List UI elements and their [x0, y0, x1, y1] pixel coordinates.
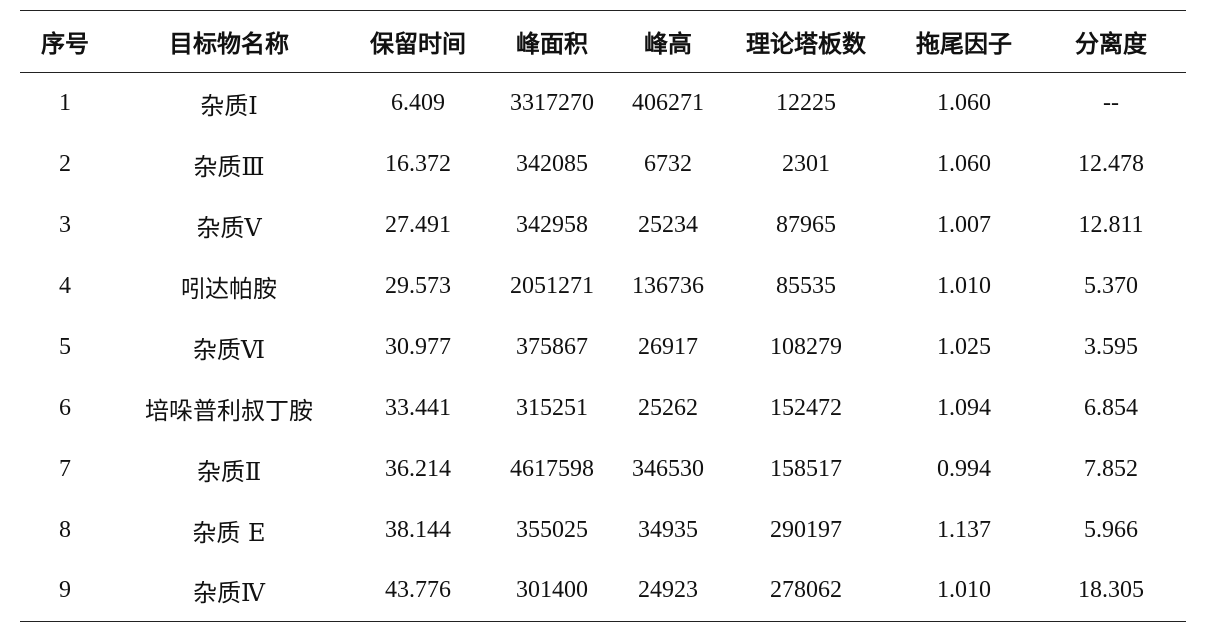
cell-target-name: 杂质Ⅲ	[193, 152, 265, 181]
table-row: 8 杂质 E 38.144 355025 34935 290197 1.137 …	[20, 500, 1186, 561]
cell-resolution: --	[1103, 89, 1119, 116]
cell-index: 9	[59, 577, 71, 604]
cell-peak-height: 406271	[632, 89, 704, 116]
cell-index: 8	[59, 516, 71, 543]
cell-theoretical-plates: 152472	[770, 394, 842, 421]
cell-peak-height: 25234	[638, 211, 698, 238]
cell-theoretical-plates: 12225	[776, 89, 836, 116]
cell-theoretical-plates: 278062	[770, 577, 842, 604]
cell-resolution: 12.478	[1078, 150, 1144, 177]
cell-resolution: 3.595	[1084, 333, 1138, 360]
cell-resolution: 7.852	[1084, 455, 1138, 482]
cell-target-name: 杂质Ⅰ	[200, 91, 258, 120]
cell-retention-time: 43.776	[385, 577, 451, 604]
cell-tailing-factor: 1.025	[937, 333, 991, 360]
cell-peak-area: 4617598	[510, 455, 594, 482]
cell-resolution: 6.854	[1084, 394, 1138, 421]
header-resolution: 分离度	[1075, 30, 1147, 58]
cell-peak-area: 342085	[516, 150, 588, 177]
table-row: 5 杂质Ⅵ 30.977 375867 26917 108279 1.025 3…	[20, 317, 1186, 378]
table-row: 4 吲达帕胺 29.573 2051271 136736 85535 1.010…	[20, 256, 1186, 317]
header-retention-time: 保留时间	[370, 30, 466, 58]
results-table-container: 序号 目标物名称 保留时间 峰面积 峰高 理论塔板数 拖尾因子 分离度 1 杂质…	[20, 10, 1186, 622]
cell-peak-area: 375867	[516, 333, 588, 360]
cell-tailing-factor: 1.094	[937, 394, 991, 421]
cell-tailing-factor: 1.060	[937, 150, 991, 177]
cell-resolution: 18.305	[1078, 577, 1144, 604]
cell-target-name: 杂质Ⅳ	[193, 579, 265, 608]
cell-peak-height: 34935	[638, 516, 698, 543]
cell-resolution: 5.370	[1084, 272, 1138, 299]
cell-target-name: 杂质 E	[192, 518, 266, 547]
cell-target-name: 吲达帕胺	[181, 274, 277, 303]
cell-peak-height: 346530	[632, 455, 704, 482]
cell-index: 6	[59, 394, 71, 421]
table-row: 1 杂质Ⅰ 6.409 3317270 406271 12225 1.060 -…	[20, 73, 1186, 134]
cell-target-name: 杂质Ⅱ	[196, 457, 262, 486]
cell-resolution: 12.811	[1078, 211, 1144, 238]
cell-target-name: 杂质Ⅴ	[196, 213, 262, 242]
cell-index: 4	[59, 272, 71, 299]
cell-target-name: 杂质Ⅵ	[192, 335, 266, 364]
results-table: 序号 目标物名称 保留时间 峰面积 峰高 理论塔板数 拖尾因子 分离度 1 杂质…	[20, 10, 1186, 622]
table-header-row: 序号 目标物名称 保留时间 峰面积 峰高 理论塔板数 拖尾因子 分离度	[20, 10, 1186, 73]
cell-retention-time: 16.372	[385, 150, 451, 177]
cell-peak-area: 301400	[516, 577, 588, 604]
cell-peak-height: 25262	[638, 394, 698, 421]
cell-tailing-factor: 1.010	[937, 272, 991, 299]
cell-peak-area: 315251	[516, 394, 588, 421]
header-tailing-factor: 拖尾因子	[916, 30, 1012, 58]
cell-retention-time: 30.977	[385, 333, 451, 360]
cell-tailing-factor: 1.007	[937, 211, 991, 238]
cell-retention-time: 36.214	[385, 455, 451, 482]
header-theoretical-plates: 理论塔板数	[746, 30, 866, 58]
cell-peak-area: 2051271	[510, 272, 594, 299]
table-row: 9 杂质Ⅳ 43.776 301400 24923 278062 1.010 1…	[20, 561, 1186, 622]
cell-tailing-factor: 1.010	[937, 577, 991, 604]
header-peak-area: 峰面积	[516, 30, 588, 58]
cell-index: 3	[59, 211, 71, 238]
cell-peak-height: 24923	[638, 577, 698, 604]
cell-peak-area: 3317270	[510, 89, 594, 116]
cell-retention-time: 29.573	[385, 272, 451, 299]
cell-peak-area: 342958	[516, 211, 588, 238]
cell-theoretical-plates: 85535	[776, 272, 836, 299]
cell-index: 1	[59, 89, 71, 116]
cell-resolution: 5.966	[1084, 516, 1138, 543]
cell-tailing-factor: 1.060	[937, 89, 991, 116]
table-row: 7 杂质Ⅱ 36.214 4617598 346530 158517 0.994…	[20, 439, 1186, 500]
cell-retention-time: 33.441	[385, 394, 451, 421]
cell-index: 7	[59, 455, 71, 482]
cell-target-name: 培哚普利叔丁胺	[145, 396, 313, 425]
cell-peak-height: 26917	[638, 333, 698, 360]
cell-retention-time: 6.409	[391, 89, 445, 116]
cell-theoretical-plates: 108279	[770, 333, 842, 360]
cell-peak-height: 136736	[632, 272, 704, 299]
cell-theoretical-plates: 290197	[770, 516, 842, 543]
table-row: 3 杂质Ⅴ 27.491 342958 25234 87965 1.007 12…	[20, 195, 1186, 256]
cell-theoretical-plates: 158517	[770, 455, 842, 482]
cell-peak-area: 355025	[516, 516, 588, 543]
cell-tailing-factor: 0.994	[937, 455, 991, 482]
cell-index: 2	[59, 150, 71, 177]
cell-theoretical-plates: 87965	[776, 211, 836, 238]
table-row: 6 培哚普利叔丁胺 33.441 315251 25262 152472 1.0…	[20, 378, 1186, 439]
table-row: 2 杂质Ⅲ 16.372 342085 6732 2301 1.060 12.4…	[20, 134, 1186, 195]
header-target-name: 目标物名称	[169, 30, 289, 58]
cell-retention-time: 38.144	[385, 516, 451, 543]
cell-index: 5	[59, 333, 71, 360]
header-index: 序号	[41, 30, 89, 58]
cell-retention-time: 27.491	[385, 211, 451, 238]
cell-tailing-factor: 1.137	[937, 516, 991, 543]
cell-theoretical-plates: 2301	[782, 150, 830, 177]
header-peak-height: 峰高	[644, 30, 692, 58]
cell-peak-height: 6732	[644, 150, 692, 177]
